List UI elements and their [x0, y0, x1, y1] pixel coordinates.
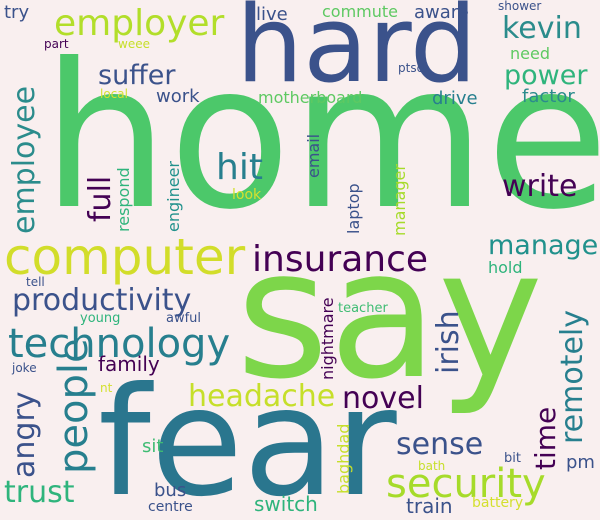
word-remotely: remotely: [555, 309, 590, 444]
word-sit: sit: [142, 436, 164, 457]
word-employer: employer: [54, 3, 225, 44]
word-hold: hold: [488, 258, 523, 277]
word-respond: respond: [114, 167, 133, 232]
word-engineer: engineer: [164, 161, 183, 232]
word-try: try: [4, 2, 30, 23]
word-angry: angry: [7, 391, 42, 478]
word-local: local: [100, 87, 128, 101]
word-hit: hit: [216, 147, 263, 188]
word-battery: battery: [472, 495, 524, 511]
word-technology: technology: [8, 321, 231, 367]
word-switch: switch: [254, 492, 318, 516]
word-manager: manager: [390, 164, 409, 236]
word-say: say: [236, 211, 544, 418]
word-aware: aware: [414, 2, 469, 23]
word-power: power: [504, 60, 588, 91]
word-shower: shower: [498, 0, 542, 13]
word-nt: nt: [100, 381, 113, 395]
word-time: time: [529, 406, 562, 470]
word-bit: bit: [504, 451, 521, 466]
word-hard: hard: [236, 0, 478, 106]
word-bus: bus: [154, 480, 187, 501]
word-teacher: teacher: [338, 301, 388, 316]
word-computer: computer: [4, 228, 246, 286]
word-sense: sense: [396, 427, 484, 462]
word-work: work: [156, 86, 200, 107]
word-employee: employee: [7, 85, 42, 234]
word-motherboard: motherboard: [258, 88, 363, 107]
word-tell: tell: [26, 275, 45, 289]
word-suffer: suffer: [98, 60, 176, 91]
word-commute: commute: [322, 2, 399, 21]
word-people: trust: [4, 475, 75, 510]
word-email: email: [304, 133, 323, 178]
word-bath: bath: [418, 459, 446, 473]
word-productivity: productivity: [12, 283, 192, 318]
word-drive: drive: [432, 88, 478, 109]
word-ptsd: ptsd: [398, 61, 425, 75]
word-pm: pm: [566, 452, 595, 473]
word-fear: fear: [98, 356, 397, 520]
word-novel: novel: [342, 381, 424, 416]
word-weee: weee: [118, 37, 150, 51]
word-security: security: [386, 461, 546, 507]
word-manage: manage: [488, 230, 599, 261]
word-train: train: [406, 494, 453, 518]
word-baghdad: baghdad: [334, 423, 353, 494]
word-part: part: [44, 37, 69, 51]
word-look: look: [232, 187, 262, 203]
word-insurance: insurance: [252, 239, 429, 280]
word-home: home: [42, 21, 600, 254]
word-live: live: [256, 4, 288, 25]
word-laptop: laptop: [344, 183, 363, 234]
word-young: young: [80, 311, 121, 326]
word-full: full: [83, 175, 118, 222]
word-centre: centre: [148, 499, 193, 515]
word-headache: headache: [188, 379, 336, 414]
word-trust: people: [51, 338, 97, 474]
word-kevin: kevin: [502, 11, 582, 46]
word-nightmare: nightmare: [318, 297, 337, 380]
word-awful: awful: [166, 311, 202, 326]
word-need: need: [510, 44, 550, 63]
word-family: family: [98, 352, 160, 376]
word-factor: factor: [522, 86, 575, 107]
word-irish: irish: [431, 310, 466, 374]
word-write: write: [502, 169, 578, 204]
word-joke: joke: [12, 361, 37, 375]
